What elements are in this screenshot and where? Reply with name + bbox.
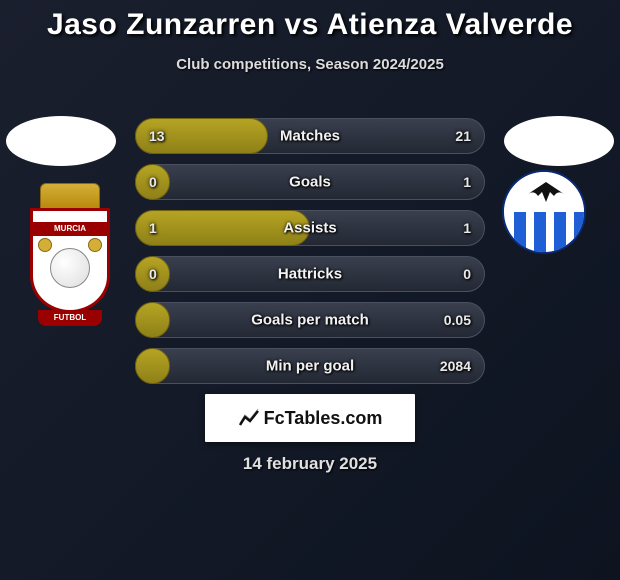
brand-text: FcTables.com bbox=[264, 408, 383, 429]
stats-panel: 1321Matches 01Goals 11Assists 00Hattricks 0.… bbox=[135, 118, 485, 394]
brand-logo-icon bbox=[238, 407, 260, 429]
stat-row: 01Goals bbox=[135, 164, 485, 200]
club-badge-left: MURCIA FUTBOL bbox=[20, 178, 120, 278]
stat-row: 0.05Goals per match bbox=[135, 302, 485, 338]
crest-banner: MURCIA bbox=[32, 222, 108, 236]
page-title: Jaso Zunzarren vs Atienza Valverde bbox=[0, 0, 620, 42]
club-badge-right bbox=[502, 170, 602, 270]
stat-row: 1321Matches bbox=[135, 118, 485, 154]
stat-label: Min per goal bbox=[135, 358, 485, 375]
stat-label: Assists bbox=[135, 220, 485, 237]
stat-row: 00Hattricks bbox=[135, 256, 485, 292]
player-avatar-right bbox=[504, 116, 614, 166]
subtitle: Club competitions, Season 2024/2025 bbox=[0, 56, 620, 73]
brand-box[interactable]: FcTables.com bbox=[205, 394, 415, 442]
player-avatar-left bbox=[6, 116, 116, 166]
stat-row: 2084Min per goal bbox=[135, 348, 485, 384]
bat-icon bbox=[522, 178, 570, 206]
crest-murcia-icon: MURCIA FUTBOL bbox=[20, 178, 120, 328]
crest-alcoyano-icon bbox=[502, 170, 586, 254]
crest-ribbon: FUTBOL bbox=[38, 310, 102, 326]
date-label: 14 february 2025 bbox=[0, 454, 620, 474]
stat-label: Matches bbox=[135, 128, 485, 145]
stat-label: Goals bbox=[135, 174, 485, 191]
stat-row: 11Assists bbox=[135, 210, 485, 246]
stat-label: Goals per match bbox=[135, 312, 485, 329]
stat-label: Hattricks bbox=[135, 266, 485, 283]
